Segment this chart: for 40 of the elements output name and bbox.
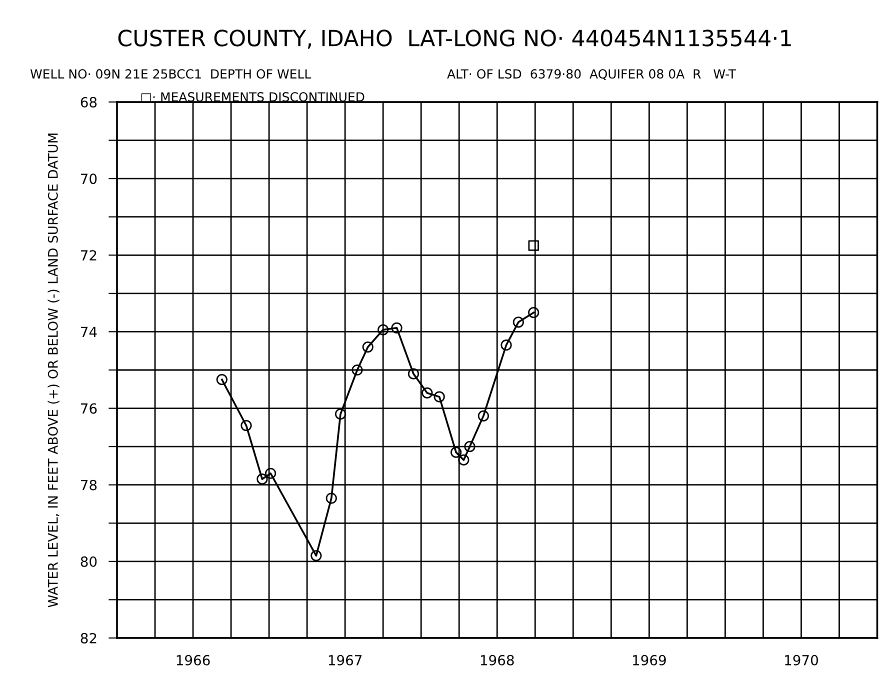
text: ALT· OF LSD 6379·80 AQUIFER 08 0A R W-T	[447, 69, 736, 80]
point	[422, 387, 433, 399]
point	[512, 316, 524, 328]
point	[378, 324, 389, 336]
point	[458, 454, 470, 466]
x-tick-label: 1969	[633, 654, 666, 666]
point	[310, 550, 322, 562]
x-tick-label: 1968	[480, 654, 514, 666]
point	[334, 408, 346, 420]
y-tick-label: 68	[80, 96, 97, 108]
text: WELL NO· 09N 21E 25BCC1 DEPTH OF WELL	[30, 69, 312, 79]
x-tick-label: 1966	[176, 654, 210, 666]
point	[528, 307, 540, 318]
chart-title: CUSTER COUNTY, IDAHO	[118, 30, 392, 49]
x-tick-label: 1970	[785, 654, 818, 666]
point	[362, 341, 374, 353]
x-tick-label: 1967	[328, 654, 362, 666]
y-axis-title: WATER LEVEL, IN FEET ABOVE (+) OR BELOW (-) LAND SURFACE DATUM	[48, 134, 60, 608]
chart-subtitle: LAT-LONG NO· 440454N1135544·1	[409, 30, 791, 46]
point	[434, 391, 445, 402]
y-tick-label: 80	[80, 556, 97, 567]
point	[216, 374, 228, 386]
point	[256, 474, 268, 485]
point	[478, 410, 489, 422]
point	[240, 420, 252, 432]
point	[528, 240, 539, 251]
y-tick-label: 78	[81, 480, 97, 490]
point	[408, 368, 420, 380]
point	[326, 492, 337, 504]
y-tick-label: 74	[81, 326, 97, 337]
point	[464, 441, 476, 452]
y-tick-label: 76	[81, 403, 97, 414]
y-tick-label: 72	[81, 250, 96, 260]
point	[265, 468, 276, 479]
y-tick-label: 82	[80, 632, 96, 644]
y-tick-label: 70	[81, 174, 97, 184]
point	[500, 340, 512, 351]
point	[450, 446, 462, 458]
point	[391, 322, 402, 334]
point	[352, 364, 363, 376]
